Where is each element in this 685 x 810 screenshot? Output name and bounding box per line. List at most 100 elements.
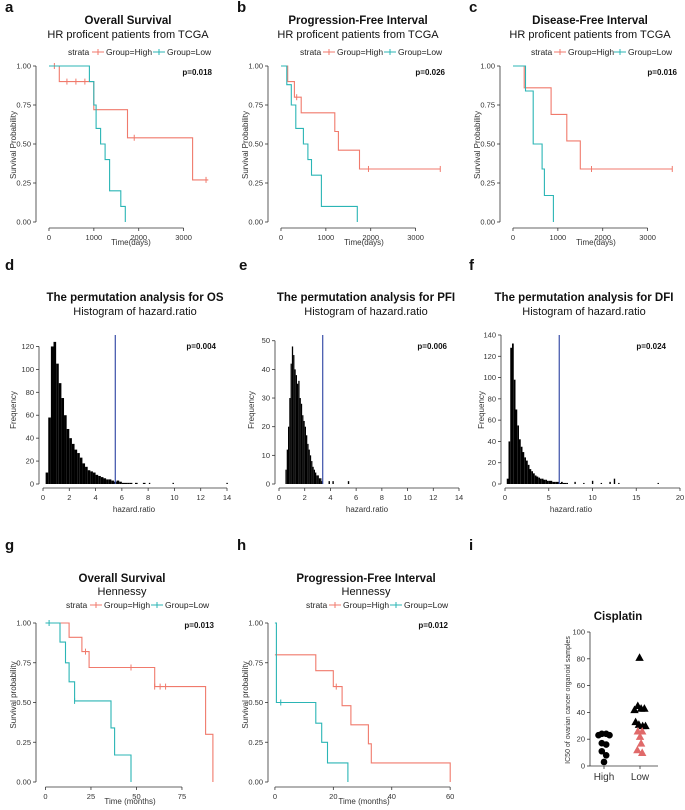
y-tick-label: 0.00 [248,778,263,787]
x-axis-label: hazard.ratio [113,505,156,514]
histogram-bar [289,398,291,484]
survival-curve-high [513,65,673,170]
legend-low-label: Group=Low [398,47,443,57]
histogram-bar [69,438,72,484]
legend: strata Group=High Group=Low [531,47,673,57]
km-plot-b: 0.00 0.25 0.50 0.75 1.00 0 1000 2000 3000 [248,62,441,242]
x-tick-label: 5 [547,493,551,502]
y-axis-label: Frequency [247,391,256,429]
panel-label: h [237,537,246,554]
panel-g: g Overall Survival Hennessy strata Group… [5,537,215,806]
histogram-bar [92,472,96,484]
histogram-bar [291,346,294,484]
histogram-bar [550,480,553,484]
histogram-bar [657,482,659,484]
histogram-bar [513,379,516,484]
histogram-bar [45,472,49,484]
y-tick-label: 1.00 [248,62,263,71]
histogram-bar [534,475,537,484]
data-point-high [602,741,610,748]
x-tick-label: 10 [170,493,178,502]
panel-label: f [469,257,475,274]
x-tick-label: 0 [47,233,51,242]
histogram-bar [332,481,334,484]
survival-curve-high [274,654,451,782]
legend-high-label: Group=High [337,47,383,57]
panel-c: c Disease-Free Interval HR proficent pat… [469,0,678,247]
data-point-high [598,747,606,755]
histogram-bar [519,439,521,484]
histogram-bar [286,449,288,484]
x-tick-label: Low [631,772,650,783]
histogram-bar [285,469,287,484]
data-point-low [630,705,639,714]
y-tick-label: 100 [21,365,34,374]
y-tick-label: 1.00 [248,619,263,628]
y-tick-label: 80 [488,394,496,403]
y-tick-label: 0.25 [248,738,263,747]
y-tick-label: 40 [577,708,585,717]
histogram-bar [106,479,109,484]
histogram-bar [517,425,519,484]
histogram-bar [103,478,107,484]
histogram-bar [347,481,350,484]
y-axis-label: Survival Probability [473,111,482,179]
histogram-bar [536,476,539,484]
histogram-bar [124,482,128,484]
legend-strata: strata [300,47,322,57]
legend-high-label: Group=High [104,600,150,610]
chart-title: Progression-Free Interval [288,15,427,27]
histogram-bar [316,475,318,484]
legend-high-label: Group=High [568,47,614,57]
legend-low-label: Group=Low [404,600,449,610]
histogram-bar [297,383,299,484]
histogram-bar [294,369,296,484]
histogram-bar [512,343,514,484]
histogram-bar [129,482,133,484]
y-tick-label: 0 [492,480,496,489]
y-tick-label: 60 [577,681,585,690]
panel-label: e [239,257,247,274]
x-tick-label: High [594,772,615,783]
x-tick-label: 3000 [639,233,656,242]
chart-subtitle: HR proficent patients from TCGA [509,29,671,41]
histogram-bar [524,457,526,484]
data-point-low-red [635,732,645,740]
y-tick-label: 0.25 [480,179,495,188]
x-tick-label: 20 [329,792,337,801]
x-tick-label: 4 [93,493,97,502]
panel-label: a [5,0,14,16]
panel-label: c [469,0,477,16]
legend-strata: strata [68,47,90,57]
legend-low-label: Group=Low [628,47,673,57]
histogram-bar [95,474,99,484]
chart-subtitle: Histogram of hazard.ratio [304,306,428,318]
km-plot-c: 0.00 0.25 0.50 0.75 1.00 0 1000 2000 3000 [480,62,673,242]
histogram-bar [79,457,83,484]
x-tick-label: 14 [223,493,231,502]
survival-curve-low [274,622,349,782]
histogram-bar [303,420,305,484]
x-tick-label: 0 [511,233,515,242]
x-tick-label: 2000 [130,233,147,242]
y-tick-label: 120 [21,342,34,351]
x-tick-label: 4 [328,493,332,502]
chart-title: Disease-Free Interval [532,15,648,27]
histogram-bar [98,475,101,484]
y-axis-label: Frequency [9,391,18,429]
x-tick-label: 0 [503,493,507,502]
histogram-bar [554,481,556,484]
y-tick-label: 20 [577,735,585,744]
x-axis-label: Time(days) [576,238,616,247]
histogram-bar [317,475,319,484]
x-tick-label: 14 [455,493,463,502]
y-tick-label: 1.00 [480,62,495,71]
y-tick-label: 30 [262,394,270,403]
histogram-bar [529,469,532,484]
legend-high-label: Group=High [343,600,389,610]
x-tick-label: 12 [197,493,205,502]
histogram-bar [90,471,93,484]
x-axis-label: Time (months) [104,797,156,806]
panel-f: f The permutation analysis for DFI Histo… [469,257,673,514]
y-tick-label: 0.75 [16,658,31,667]
